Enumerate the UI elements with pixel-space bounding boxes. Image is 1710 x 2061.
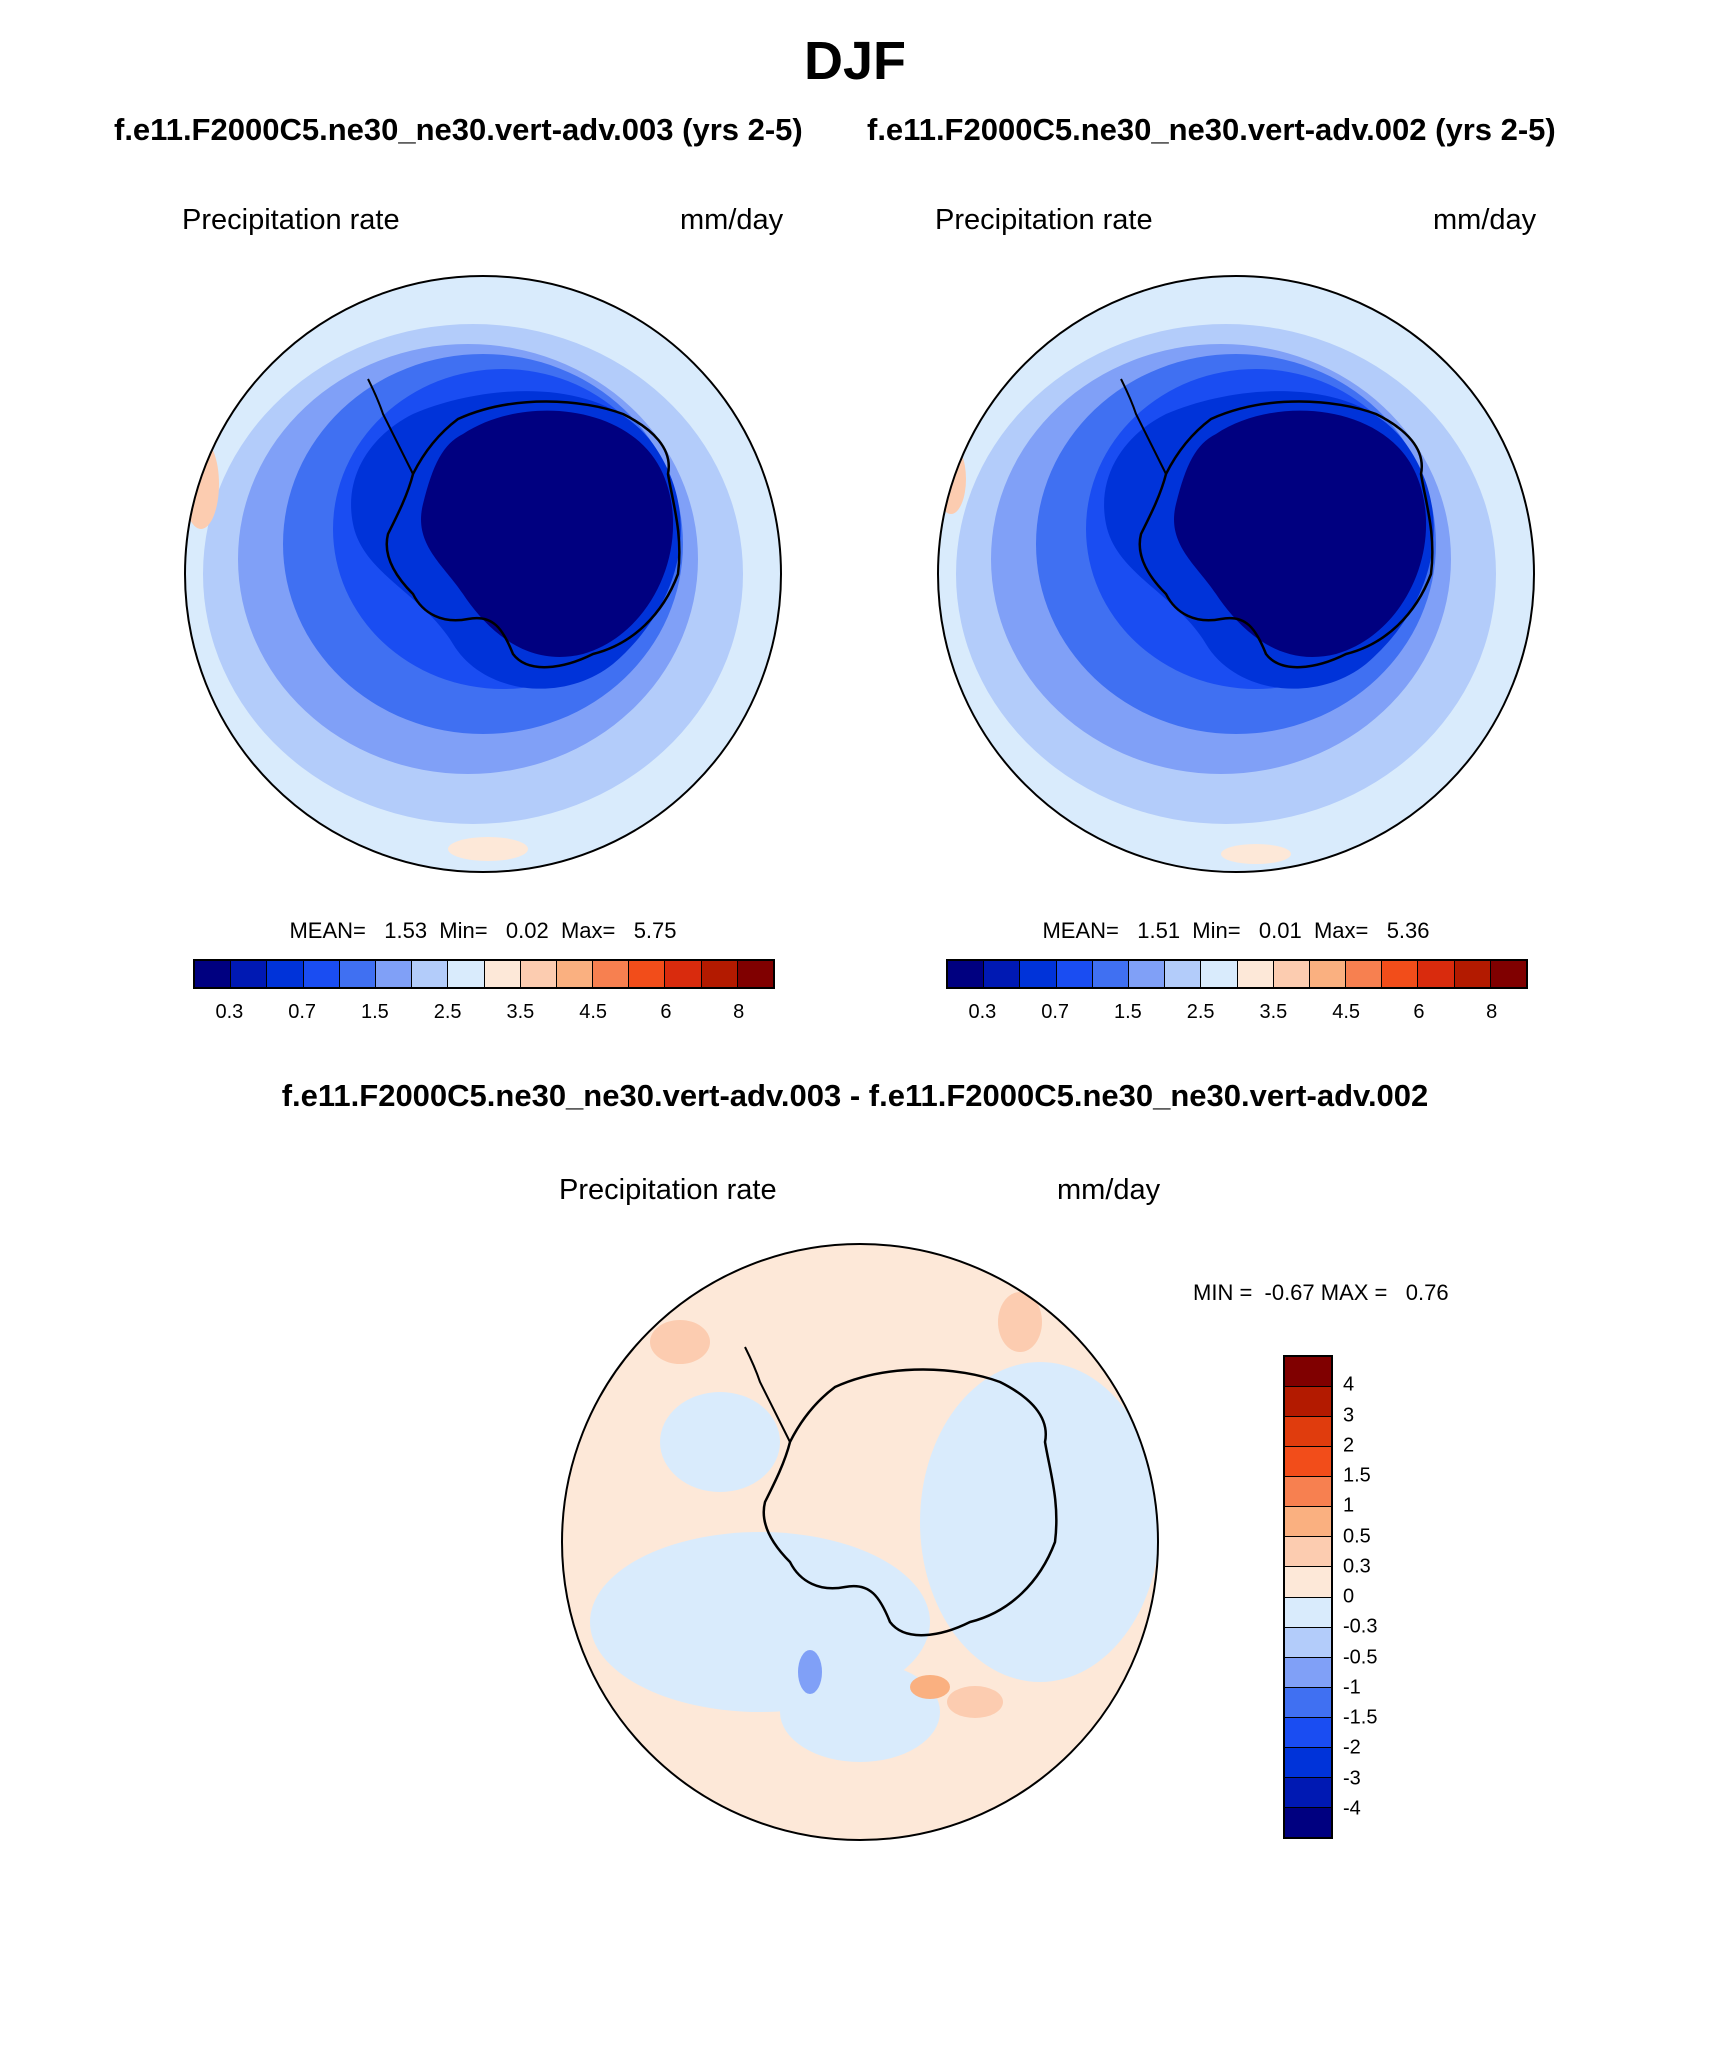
colorbar-tick-label: -1.5 xyxy=(1343,1706,1378,1729)
colorbar-swatch xyxy=(1285,1357,1331,1388)
colorbar-tick-label: 3 xyxy=(1343,1404,1355,1426)
colorbar-swatch xyxy=(448,961,485,987)
colorbar-swatch xyxy=(556,961,594,987)
colorbar-tick-label: 0.7 xyxy=(288,1001,317,1023)
right-case-title: f.e11.F2000C5.ne30_ne30.vert-adv.002 (yr… xyxy=(867,112,1556,147)
colorbar-tick-label: -0.3 xyxy=(1343,1615,1378,1638)
colorbar-swatch xyxy=(1285,1567,1331,1598)
colorbar-tick-label: -4 xyxy=(1343,1797,1361,1820)
colorbar-swatch xyxy=(267,961,304,987)
colorbar-swatch xyxy=(1285,1447,1331,1478)
colorbar-tick-label: 6 xyxy=(1413,1001,1425,1023)
colorbar-swatch xyxy=(1201,961,1238,987)
colorbar-tick-label: 4.5 xyxy=(1332,1001,1361,1023)
colorbar-tick-label: 6 xyxy=(660,1001,672,1023)
colorbar-swatch xyxy=(231,961,268,987)
colorbar-tick-label: 2.5 xyxy=(1186,1001,1215,1023)
colorbar-tick-label: 4 xyxy=(1343,1373,1355,1396)
colorbar-tick-label: 1.5 xyxy=(360,1001,389,1023)
right-colorbar xyxy=(946,959,1528,989)
left-stats: MEAN= 1.53 Min= 0.02 Max= 5.75 xyxy=(289,918,677,943)
colorbar-tick-label: 2 xyxy=(1343,1434,1355,1457)
colorbar-tick-label: 3.5 xyxy=(1259,1001,1288,1023)
left-units-label: mm/day xyxy=(680,204,784,236)
colorbar-tick-label: 1.5 xyxy=(1113,1001,1142,1023)
colorbar-swatch xyxy=(1092,961,1129,987)
colorbar-tick-label: 8 xyxy=(1486,1001,1498,1023)
colorbar-swatch xyxy=(1285,1477,1331,1508)
right-polar-map xyxy=(937,275,1535,873)
colorbar-swatch xyxy=(195,961,232,987)
diff-variable-label: Precipitation rate xyxy=(559,1174,777,1206)
left-variable-label: Precipitation rate xyxy=(182,204,400,236)
right-units-label: mm/day xyxy=(1433,204,1537,236)
colorbar-swatch xyxy=(1285,1747,1331,1778)
left-case-title: f.e11.F2000C5.ne30_ne30.vert-adv.003 (yr… xyxy=(114,112,803,147)
colorbar-swatch xyxy=(1309,961,1347,987)
colorbar-swatch xyxy=(737,961,773,987)
colorbar-swatch xyxy=(412,961,449,987)
colorbar-swatch xyxy=(1165,961,1202,987)
colorbar-swatch xyxy=(520,961,557,987)
colorbar-swatch xyxy=(1285,1387,1331,1418)
difference-title: f.e11.F2000C5.ne30_ne30.vert-adv.003 - f… xyxy=(281,1078,1429,1113)
colorbar-tick-label: 0.7 xyxy=(1041,1001,1070,1023)
colorbar-swatch xyxy=(1285,1597,1331,1628)
colorbar-tick-label: 0 xyxy=(1343,1585,1355,1608)
colorbar-swatch xyxy=(1285,1717,1331,1748)
diff-stats: MIN = -0.67 MAX = 0.76 xyxy=(1193,1280,1449,1305)
colorbar-tick-label: 2.5 xyxy=(433,1001,462,1023)
colorbar-swatch xyxy=(484,961,521,987)
colorbar-swatch xyxy=(1285,1657,1331,1688)
colorbar-swatch xyxy=(1285,1417,1331,1448)
colorbar-swatch xyxy=(629,961,666,987)
colorbar-swatch xyxy=(1128,961,1166,987)
difference-colorbar xyxy=(1283,1355,1333,1839)
colorbar-swatch xyxy=(339,961,376,987)
colorbar-swatch xyxy=(1285,1537,1331,1568)
colorbar-tick-label: 0.3 xyxy=(215,1001,244,1023)
colorbar-tick-label: -3 xyxy=(1343,1767,1361,1789)
left-colorbar xyxy=(193,959,775,989)
colorbar-swatch xyxy=(303,961,340,987)
colorbar-swatch xyxy=(665,961,702,987)
colorbar-swatch xyxy=(1285,1807,1331,1837)
colorbar-tick-label: 4.5 xyxy=(579,1001,608,1023)
colorbar-swatch xyxy=(1285,1777,1331,1808)
right-variable-label: Precipitation rate xyxy=(935,204,1153,236)
difference-polar-map xyxy=(561,1243,1159,1841)
colorbar-tick-label: -2 xyxy=(1343,1736,1361,1759)
colorbar-swatch xyxy=(1454,961,1491,987)
right-stats: MEAN= 1.51 Min= 0.01 Max= 5.36 xyxy=(1042,918,1430,943)
colorbar-tick-label: 0.3 xyxy=(968,1001,997,1023)
colorbar-tick-label: 8 xyxy=(733,1001,745,1023)
colorbar-tick-label: 0.3 xyxy=(1343,1555,1371,1578)
colorbar-swatch xyxy=(593,961,630,987)
colorbar-swatch xyxy=(1285,1507,1331,1538)
colorbar-swatch xyxy=(984,961,1021,987)
colorbar-swatch xyxy=(948,961,985,987)
left-polar-map xyxy=(184,275,782,873)
diff-units-label: mm/day xyxy=(1057,1174,1161,1206)
colorbar-tick-label: 1 xyxy=(1343,1494,1355,1517)
colorbar-tick-label: -1 xyxy=(1343,1676,1361,1699)
colorbar-tick-label: 1.5 xyxy=(1343,1464,1371,1487)
season-title: DJF xyxy=(803,31,906,91)
colorbar-swatch xyxy=(1346,961,1383,987)
colorbar-swatch xyxy=(1285,1687,1331,1718)
colorbar-tick-label: -0.5 xyxy=(1343,1646,1378,1668)
colorbar-swatch xyxy=(1382,961,1419,987)
colorbar-swatch xyxy=(1237,961,1274,987)
colorbar-swatch xyxy=(1490,961,1526,987)
colorbar-swatch xyxy=(1273,961,1310,987)
colorbar-tick-label: 3.5 xyxy=(506,1001,535,1023)
colorbar-tick-label: 0.5 xyxy=(1343,1525,1371,1547)
colorbar-swatch xyxy=(701,961,738,987)
colorbar-swatch xyxy=(1020,961,1057,987)
colorbar-swatch xyxy=(1418,961,1455,987)
colorbar-swatch xyxy=(375,961,413,987)
colorbar-swatch xyxy=(1056,961,1093,987)
colorbar-swatch xyxy=(1285,1627,1331,1658)
